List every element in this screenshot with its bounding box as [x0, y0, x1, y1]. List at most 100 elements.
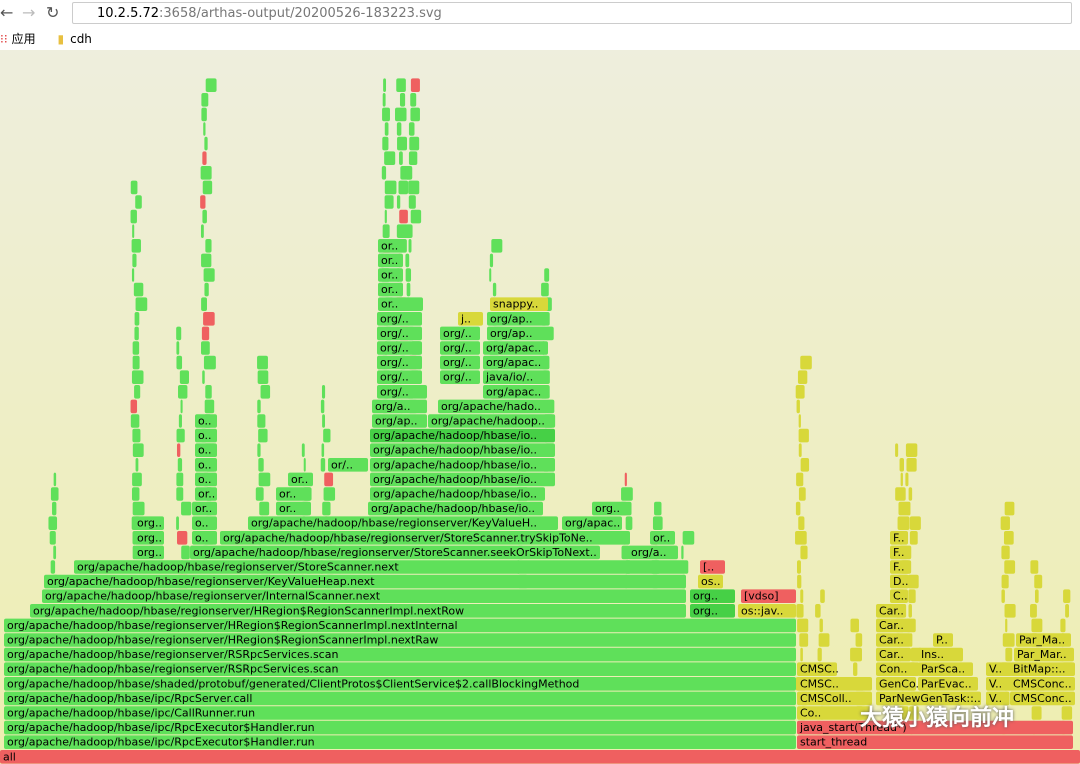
- frame: [876, 677, 916, 691]
- frame: [370, 443, 555, 457]
- frame: [855, 633, 863, 647]
- frame-label: org/apache/hadoop/hbase/io..: [373, 429, 537, 442]
- frame-label: Par_Mar..: [1017, 648, 1067, 661]
- frame-label: org..: [137, 546, 162, 559]
- frame: [918, 662, 973, 676]
- frame: [440, 326, 480, 341]
- frame: [180, 399, 183, 414]
- frame: [1004, 560, 1016, 574]
- frame: [1010, 662, 1075, 676]
- frame-label: or..: [381, 269, 398, 282]
- frame: [288, 472, 313, 487]
- frame: [799, 633, 809, 647]
- frame: [898, 501, 911, 516]
- frame-label: or..: [381, 239, 398, 252]
- frame: [178, 385, 188, 399]
- frame-label: snappy..: [493, 298, 538, 311]
- frame: [798, 443, 802, 457]
- frame: [134, 385, 141, 399]
- frame-label: or..: [381, 298, 398, 311]
- frame: [819, 618, 823, 633]
- frame: [1014, 647, 1074, 662]
- frame: [1000, 516, 1010, 530]
- frame: [201, 297, 207, 311]
- frame: [489, 253, 494, 268]
- frame: [195, 458, 217, 472]
- frame-label: org/apache/hadoop/hbase/regionserver/Sto…: [223, 531, 593, 544]
- frame: [131, 370, 144, 384]
- frame-label: org/apache/hadoop/hbase/shaded/protobuf/…: [7, 677, 579, 690]
- address-bar[interactable]: 10.2.5.72:3658/arthas-output/20200526-18…: [72, 2, 1072, 24]
- frame-label: Car..: [879, 648, 904, 661]
- frame: [177, 531, 188, 545]
- reload-button[interactable]: ↻: [46, 3, 60, 22]
- frame: [487, 326, 547, 341]
- frame: [890, 589, 908, 603]
- frame: [132, 253, 137, 268]
- frame-label: V..: [989, 692, 1002, 705]
- frame: [1005, 618, 1008, 633]
- frame: [562, 516, 622, 530]
- frame: [592, 501, 627, 516]
- back-button[interactable]: ←: [0, 3, 14, 22]
- frame-label: org..: [137, 531, 162, 544]
- frame: [177, 458, 183, 472]
- frame: [381, 166, 387, 180]
- frame: [320, 399, 325, 414]
- frame: [4, 720, 796, 735]
- frame: [74, 560, 686, 574]
- frame: [399, 93, 406, 107]
- forward-button[interactable]: →: [22, 3, 36, 22]
- frame-label: F..: [893, 561, 905, 574]
- frame: [195, 443, 217, 457]
- frame: [796, 472, 804, 487]
- frame: [179, 370, 190, 384]
- bookmarks-bar: ⁝⁝ 应用 ▮ cdh: [0, 32, 92, 46]
- frame: [898, 706, 909, 720]
- frame: [322, 501, 331, 516]
- frame-label: org/apache/hadoop..: [431, 415, 545, 428]
- frame: [257, 370, 269, 384]
- frame: [650, 531, 675, 545]
- frame: [377, 370, 422, 384]
- frame-label: Car..: [879, 604, 904, 617]
- frame: [900, 472, 903, 487]
- bookmark[interactable]: 应用: [11, 32, 36, 46]
- frame-label: V..: [989, 677, 1002, 690]
- frame: [795, 385, 805, 399]
- frame-label: or..: [279, 488, 296, 501]
- frame: [899, 458, 904, 472]
- url-path: :3658/arthas-output/20200526-183223.svg: [159, 6, 442, 21]
- frame-label: or..: [291, 473, 308, 486]
- frame: [176, 472, 184, 487]
- frame: [897, 516, 910, 530]
- frame: [200, 166, 212, 180]
- frame: [1030, 604, 1037, 618]
- frame: [850, 647, 862, 662]
- frame: [181, 545, 190, 560]
- frame: [1034, 574, 1043, 589]
- frame: [491, 239, 503, 253]
- frame: [1031, 618, 1043, 633]
- frame: [202, 209, 207, 224]
- bookmark[interactable]: cdh: [70, 32, 92, 46]
- frame: [257, 414, 266, 428]
- frame: [370, 428, 555, 443]
- frame: [933, 633, 953, 647]
- frame: [204, 399, 215, 414]
- frame-label: o..: [198, 415, 212, 428]
- frame: [276, 487, 311, 501]
- frame: [4, 633, 796, 647]
- frame: [492, 282, 497, 297]
- frame: [4, 618, 796, 633]
- frame-label: org/apache/hadoop/hbase/regionserver/Sto…: [77, 561, 399, 574]
- frame: [321, 385, 326, 399]
- frame: [203, 312, 215, 326]
- frame: [890, 574, 908, 589]
- frame: [410, 209, 422, 224]
- frame-label: org/apache/hadoop/hbase/regionserver/HRe…: [7, 634, 438, 647]
- frame: [202, 180, 213, 195]
- frame: [1016, 633, 1071, 647]
- frame: [382, 136, 389, 151]
- frame: [192, 531, 217, 545]
